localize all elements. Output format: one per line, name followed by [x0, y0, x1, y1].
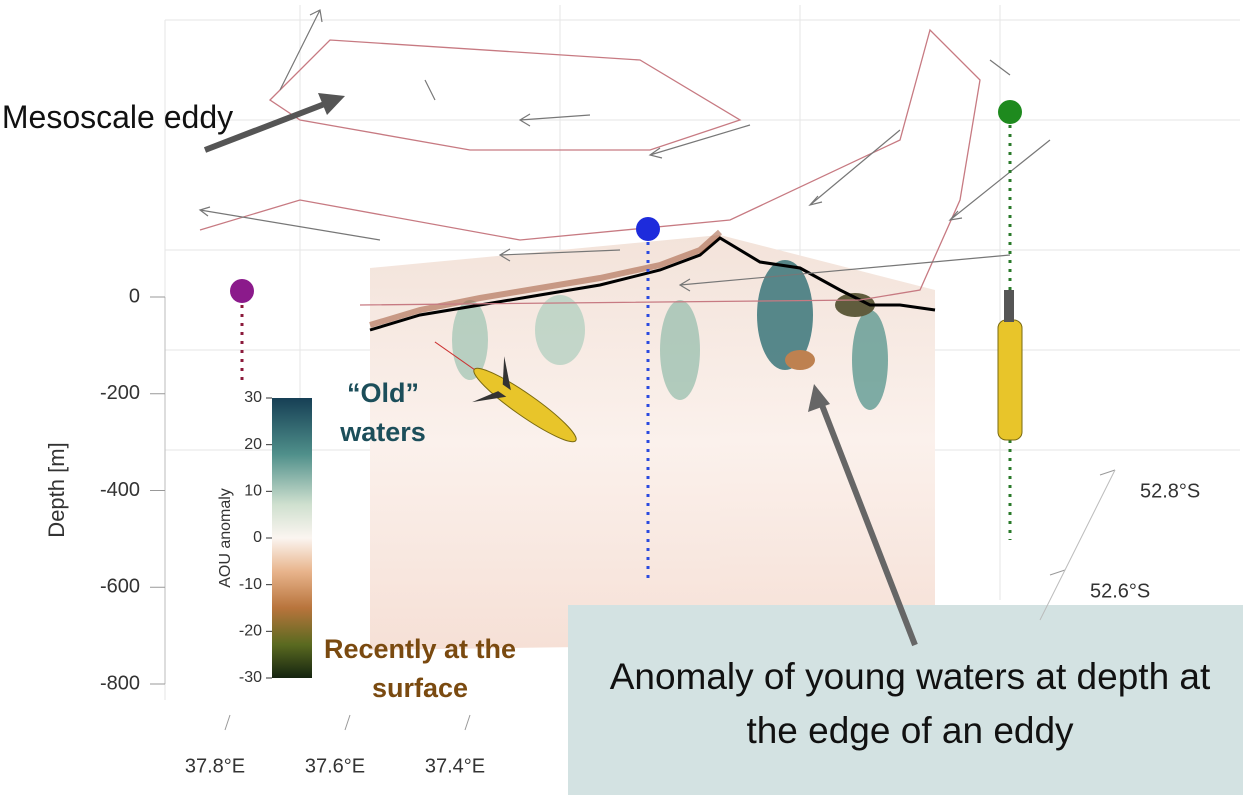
velocity-arrows — [198, 9, 1051, 292]
y-axis-label: Depth [m] — [44, 442, 69, 537]
y-tick-label: -600 — [100, 576, 140, 598]
x-tick — [464, 714, 471, 731]
lat-axis — [1039, 469, 1116, 621]
colorbar-tick-label: 10 — [244, 483, 262, 500]
x-tick — [344, 714, 351, 731]
colorbar-tick-label: 0 — [253, 529, 262, 546]
colorbar — [272, 398, 312, 678]
callout-pointer — [817, 398, 918, 647]
colorbar-label: AOU anomaly — [217, 488, 234, 588]
colorbar-tick-label: 20 — [244, 436, 262, 453]
colorbar-tick-label: -20 — [239, 623, 262, 640]
eddy-pointer-head — [318, 93, 345, 115]
old-waters-label: “Old” waters — [340, 378, 426, 448]
instruments — [230, 100, 1023, 580]
y-tick-label: -800 — [100, 672, 140, 694]
x-tick-label: 37.4°E — [425, 755, 485, 777]
x-tick-label: 37.8°E — [185, 755, 245, 777]
callout-pointer-head — [808, 384, 830, 412]
y-tick-label: 0 — [129, 285, 140, 307]
lat-tick-label: 52.8°S — [1140, 480, 1200, 502]
y-tick-label: -200 — [100, 382, 140, 404]
colorbar-tick-label: -10 — [239, 576, 262, 593]
lat-tick — [1049, 569, 1066, 576]
lat-tick-label: 52.6°S — [1090, 580, 1150, 602]
section-right — [720, 235, 935, 645]
x-tick-label: 37.6°E — [305, 755, 365, 777]
y-tick-label: -400 — [100, 479, 140, 501]
anomaly-patches — [452, 260, 888, 410]
eddy-contours — [199, 28, 981, 306]
x-tick — [224, 714, 231, 731]
colorbar-tick-label: 30 — [244, 389, 262, 406]
eddy-pointer — [203, 97, 337, 153]
colorbar-tick-label: -30 — [239, 669, 262, 686]
recent-surface-label: Recently at the surface — [323, 634, 517, 704]
lat-tick — [1099, 469, 1116, 476]
callout-box — [568, 605, 1243, 795]
eddy-label: Mesoscale eddy — [1, 99, 234, 135]
surface-layer — [369, 229, 723, 328]
callout-text: Anomaly of young waters at depth at the … — [609, 656, 1211, 751]
